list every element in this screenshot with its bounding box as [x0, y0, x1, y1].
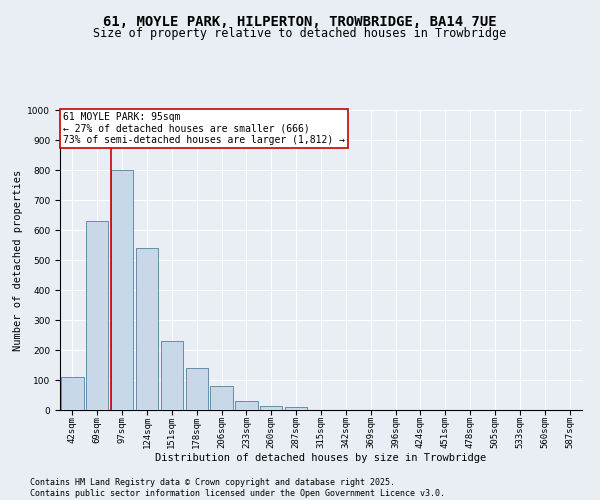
Bar: [136, 248, 158, 410]
Text: 61 MOYLE PARK: 95sqm
← 27% of detached houses are smaller (666)
73% of semi-deta: 61 MOYLE PARK: 95sqm ← 27% of detached h…: [62, 112, 344, 144]
Y-axis label: Number of detached properties: Number of detached properties: [13, 170, 23, 350]
Text: Size of property relative to detached houses in Trowbridge: Size of property relative to detached ho…: [94, 28, 506, 40]
Bar: [235, 401, 257, 410]
Bar: [61, 377, 83, 410]
Text: Contains HM Land Registry data © Crown copyright and database right 2025.
Contai: Contains HM Land Registry data © Crown c…: [30, 478, 445, 498]
Bar: [260, 406, 283, 410]
Text: 61, MOYLE PARK, HILPERTON, TROWBRIDGE, BA14 7UE: 61, MOYLE PARK, HILPERTON, TROWBRIDGE, B…: [103, 15, 497, 29]
Bar: [211, 386, 233, 410]
Bar: [285, 407, 307, 410]
X-axis label: Distribution of detached houses by size in Trowbridge: Distribution of detached houses by size …: [155, 452, 487, 462]
Bar: [111, 170, 133, 410]
Bar: [86, 221, 109, 410]
Bar: [185, 368, 208, 410]
Bar: [161, 341, 183, 410]
